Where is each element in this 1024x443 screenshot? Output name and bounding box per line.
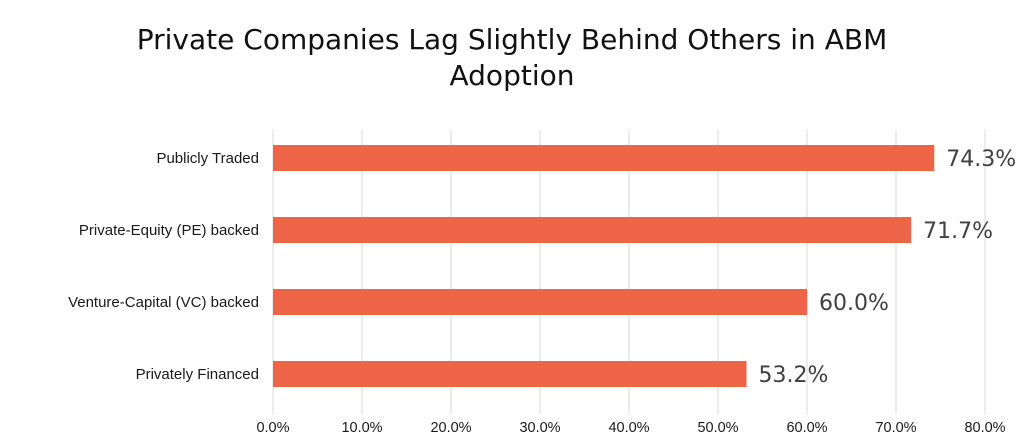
category-label: Private-Equity (PE) backed: [79, 222, 259, 239]
x-tick-label: 70.0%: [875, 420, 916, 436]
data-label: 60.0%: [819, 291, 889, 316]
data-label: 53.2%: [758, 363, 828, 388]
chart-title-line-1: Private Companies Lag Slightly Behind Ot…: [136, 23, 888, 56]
x-tick-label: 60.0%: [786, 420, 827, 436]
chart-title-line-2: Adoption: [449, 59, 575, 92]
chart-title: Private Companies Lag Slightly Behind Ot…: [0, 22, 1024, 94]
x-tick-label: 20.0%: [430, 420, 471, 436]
bar: [273, 361, 747, 387]
x-tick-label: 0.0%: [256, 420, 289, 436]
bar: [273, 217, 912, 243]
bar: [273, 145, 935, 171]
x-tick-label: 50.0%: [697, 420, 738, 436]
bar: [273, 289, 807, 315]
x-tick-label: 10.0%: [341, 420, 382, 436]
data-label: 74.3%: [946, 147, 1016, 172]
category-label: Venture-Capital (VC) backed: [68, 294, 259, 311]
x-tick-label: 80.0%: [964, 420, 1005, 436]
category-label: Privately Financed: [136, 366, 259, 383]
data-label: 71.7%: [923, 219, 993, 244]
x-tick-label: 40.0%: [608, 420, 649, 436]
category-label: Publicly Traded: [156, 150, 259, 167]
x-tick-label: 30.0%: [519, 420, 560, 436]
